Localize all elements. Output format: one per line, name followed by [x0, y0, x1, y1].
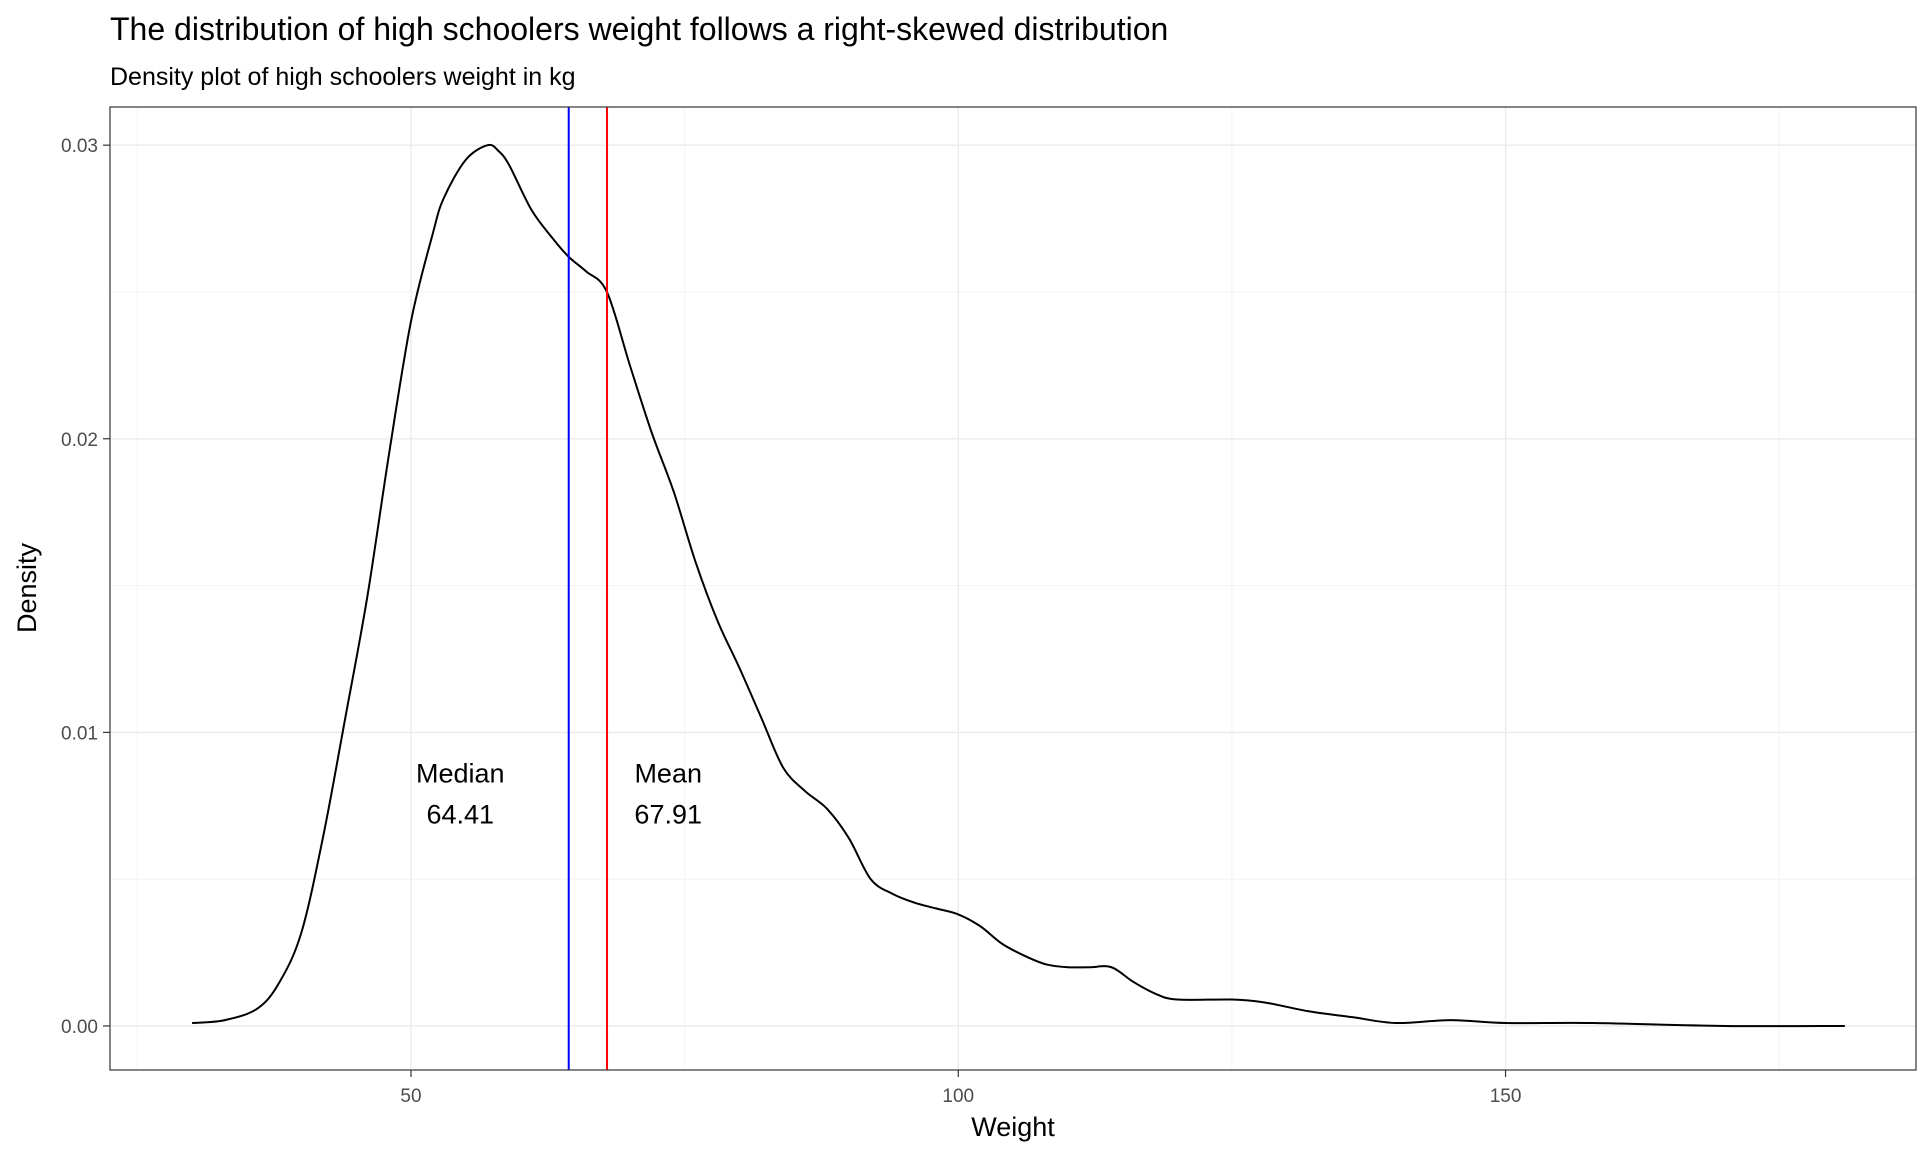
median-annotation-label: Median: [416, 758, 505, 788]
reference-lines: [567, 107, 609, 1070]
annotations: Median 64.41 Mean 67.91: [416, 758, 702, 829]
mean-annotation-label: Mean: [634, 758, 702, 788]
y-tick-label: 0.02: [61, 430, 98, 451]
y-tick-label: 0.00: [61, 1017, 98, 1038]
plot-border: [109, 106, 1917, 1071]
chart-subtitle: Density plot of high schoolers weight in…: [110, 63, 576, 91]
y-tick-label: 0.03: [61, 136, 98, 157]
mean-annotation-value: 67.91: [634, 800, 702, 830]
median-annotation-value: 64.41: [426, 800, 494, 830]
y-axis: 0.00 0.01 0.02 0.03: [61, 136, 110, 1038]
x-tick-label: 150: [1490, 1086, 1522, 1107]
x-tick-label: 50: [400, 1086, 421, 1107]
density-line: [192, 143, 1845, 1028]
chart-title: The distribution of high schoolers weigh…: [110, 11, 1168, 47]
x-axis-title: Weight: [971, 1112, 1055, 1142]
grid-major: [110, 107, 1916, 1070]
x-axis: 50 100 150: [400, 1070, 1521, 1107]
plot-panel: [110, 107, 1916, 1070]
y-axis-title: Density: [12, 542, 42, 633]
x-tick-label: 100: [942, 1086, 974, 1107]
y-tick-label: 0.01: [61, 723, 98, 744]
